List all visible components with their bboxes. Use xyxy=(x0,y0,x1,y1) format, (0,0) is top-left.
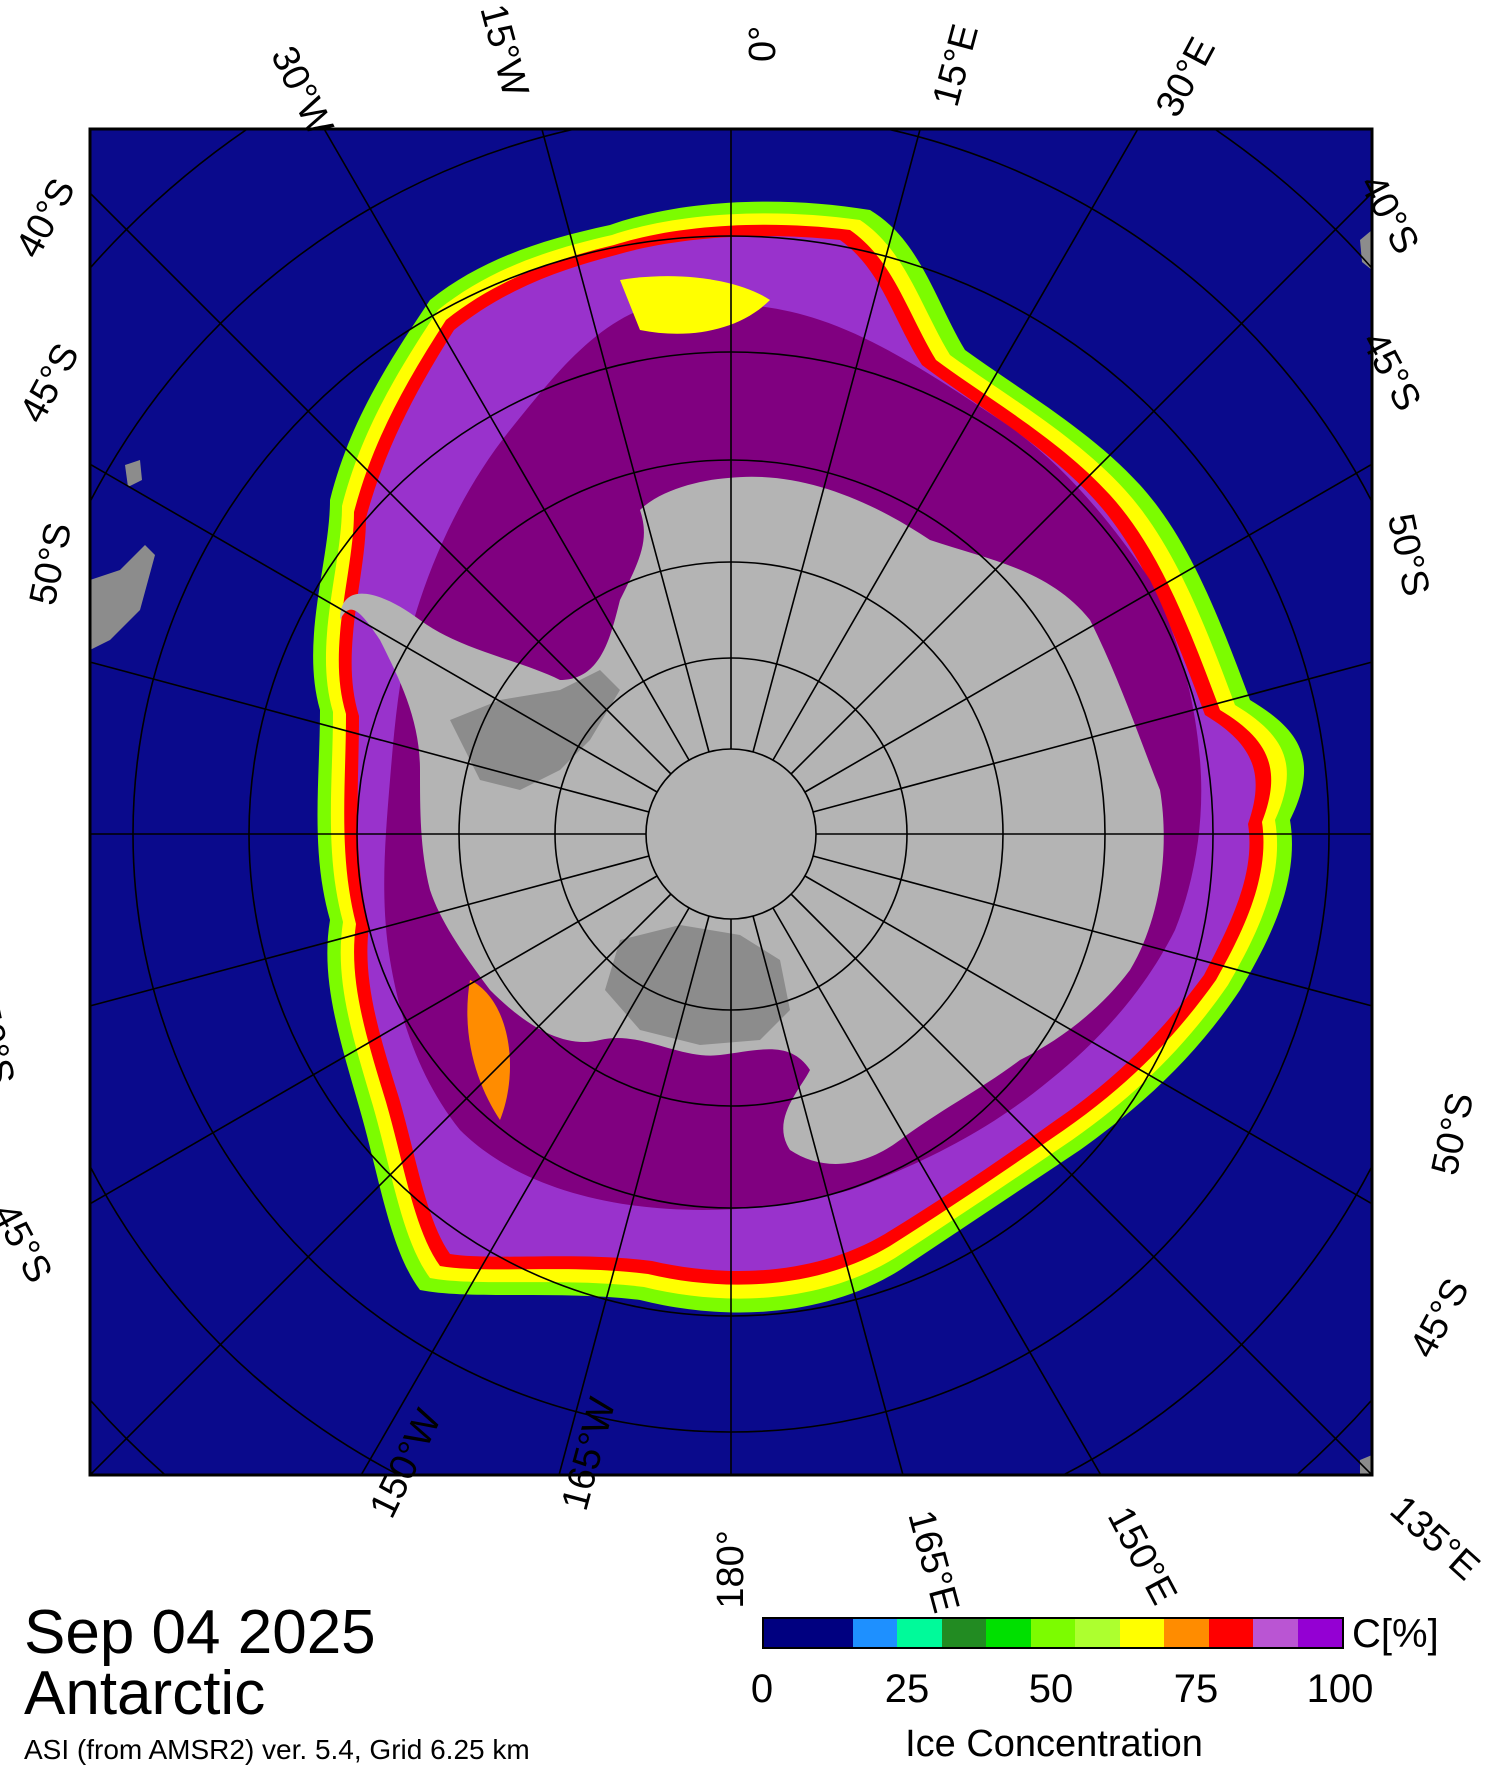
colorbar-swatch xyxy=(1164,1619,1209,1647)
antarctica-continent xyxy=(340,476,1164,1164)
colorbar-tick: 100 xyxy=(1306,1667,1374,1711)
meridian-line xyxy=(323,129,690,761)
meridian-line xyxy=(90,855,650,1007)
meridian-line xyxy=(812,855,1372,1007)
meridian-line xyxy=(90,463,658,793)
colorbar-swatch xyxy=(897,1619,942,1647)
south-america-tip xyxy=(90,545,155,650)
colorbar-swatch xyxy=(1208,1619,1254,1647)
ronne-ice-shelf xyxy=(450,670,620,790)
meridian-label: 0° xyxy=(742,25,784,62)
colorbar-swatch xyxy=(808,1619,853,1647)
meridian-line xyxy=(772,907,1102,1475)
meridian-line xyxy=(90,875,658,1205)
map-date: Sep 04 2025 xyxy=(24,1598,376,1667)
colorbar-title: Ice Concentration xyxy=(905,1723,1203,1765)
colorbar-swatch xyxy=(1030,1619,1076,1647)
colorbar-unit: C[%] xyxy=(1352,1612,1439,1656)
ross-ice-shelf xyxy=(605,925,790,1045)
colorbar-swatch xyxy=(1253,1619,1298,1647)
colorbar-tick: 25 xyxy=(884,1667,930,1711)
falkland-islands xyxy=(125,460,142,487)
meridian-label: 180° xyxy=(710,1530,752,1609)
meridian-line xyxy=(790,893,1372,1475)
colorbar-tick: 50 xyxy=(1028,1667,1074,1711)
colorbar-swatch xyxy=(764,1619,809,1647)
meridian-line xyxy=(752,129,921,753)
colorbar-swatch xyxy=(1297,1619,1343,1647)
meridian-line xyxy=(804,463,1372,793)
meridian-line xyxy=(90,893,672,1475)
meridian-line xyxy=(90,661,650,813)
meridian-line xyxy=(772,129,1139,761)
colorbar-swatch xyxy=(986,1619,1031,1647)
colorbar-swatch xyxy=(852,1619,898,1647)
colorbar-swatch xyxy=(1075,1619,1120,1647)
map-region: Antarctic xyxy=(24,1659,266,1728)
meridian-line xyxy=(90,191,672,775)
meridian-line xyxy=(790,191,1372,775)
meridian-line xyxy=(752,915,904,1475)
meridian-line xyxy=(812,661,1372,813)
colorbar xyxy=(762,1617,1344,1649)
colorbar-swatch xyxy=(941,1619,987,1647)
meridian-line xyxy=(804,875,1372,1205)
colorbar-swatch xyxy=(1119,1619,1165,1647)
colorbar-tick: 0 xyxy=(750,1667,774,1711)
new-zealand-tip xyxy=(1360,1455,1372,1475)
map-source: ASI (from AMSR2) ver. 5.4, Grid 6.25 km xyxy=(24,1734,530,1765)
africa-tip xyxy=(1360,230,1372,270)
colorbar-tick: 75 xyxy=(1173,1667,1219,1711)
meridian-line xyxy=(558,915,710,1475)
meridian-line xyxy=(360,907,690,1475)
map-frame xyxy=(88,127,1374,1477)
ross-streak xyxy=(467,980,510,1120)
meridian-line xyxy=(541,129,710,753)
weddell-streak xyxy=(620,276,770,334)
